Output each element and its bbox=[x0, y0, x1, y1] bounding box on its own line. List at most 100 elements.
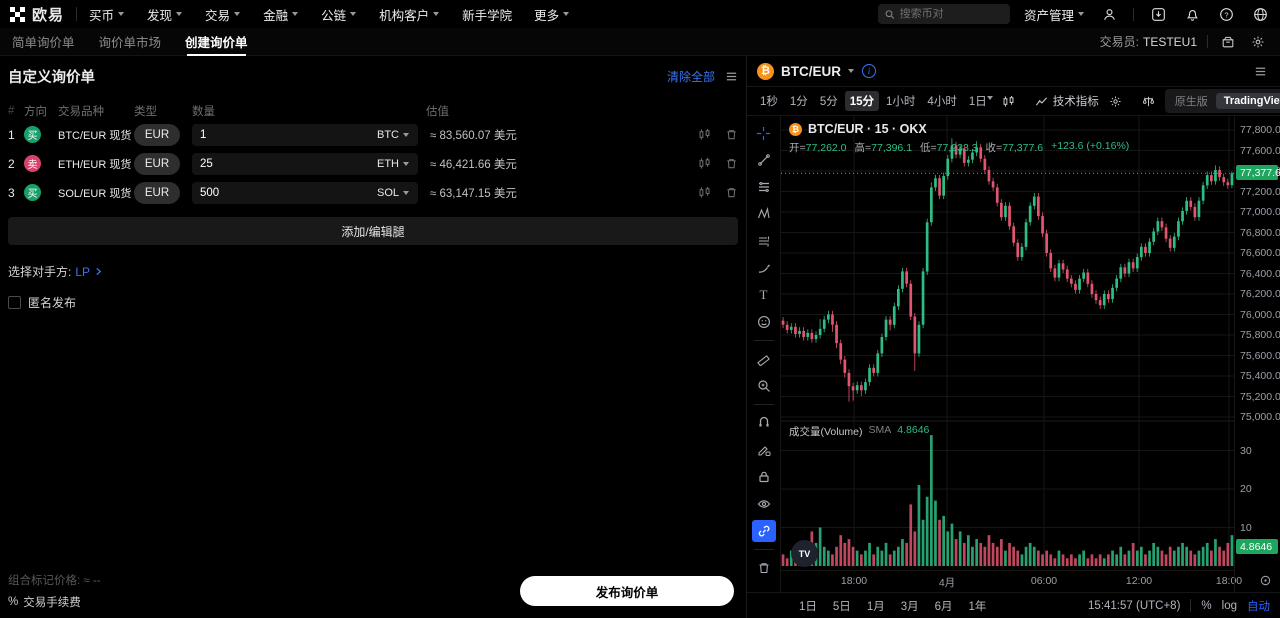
brush-tool-icon[interactable] bbox=[752, 257, 776, 279]
menu-item-3[interactable]: 金融 bbox=[263, 5, 299, 24]
menu-item-1[interactable]: 发现 bbox=[147, 5, 183, 24]
tradingview-mode-button[interactable]: TradingView bbox=[1215, 93, 1280, 109]
search-box[interactable] bbox=[877, 4, 1010, 24]
trendline-tool-icon[interactable] bbox=[752, 149, 776, 171]
candlestick-icon[interactable] bbox=[698, 128, 711, 141]
scroll-to-now-icon[interactable] bbox=[1259, 574, 1272, 590]
fee-label[interactable]: 交易手续费 bbox=[23, 597, 81, 609]
subnav-right: 交易员: TESTEU1 bbox=[1100, 32, 1268, 52]
draw-lock-tool-icon[interactable] bbox=[752, 439, 776, 461]
amount-input[interactable] bbox=[200, 128, 371, 141]
price-tick: 76,200.0 bbox=[1240, 288, 1280, 300]
anonymous-checkbox[interactable] bbox=[8, 296, 21, 309]
menu-item-7[interactable]: 更多 bbox=[534, 5, 570, 24]
text-tool-icon[interactable]: T bbox=[759, 287, 768, 302]
tab-0[interactable]: 简单询价单 bbox=[12, 36, 75, 50]
add-edit-legs-button[interactable]: 添加/编辑腿 bbox=[8, 217, 738, 245]
ruler-tool-icon[interactable] bbox=[752, 348, 776, 370]
candlestick-chart[interactable] bbox=[781, 116, 1234, 570]
range-3[interactable]: 3月 bbox=[900, 600, 919, 613]
user-icon[interactable] bbox=[1099, 4, 1119, 24]
emoji-tool-icon[interactable] bbox=[752, 311, 776, 333]
publish-rfq-button[interactable]: 发布询价单 bbox=[520, 576, 734, 606]
list-icon[interactable] bbox=[725, 70, 738, 83]
timeframe-5分[interactable]: 5分 bbox=[819, 96, 838, 108]
menu-item-0[interactable]: 买币 bbox=[89, 5, 125, 24]
menu-item-6[interactable]: 新手学院 bbox=[462, 8, 513, 23]
symbol-name[interactable]: BTC/EUR bbox=[781, 63, 841, 79]
download-app-icon[interactable] bbox=[1148, 4, 1168, 24]
candle-style-button[interactable] bbox=[1002, 95, 1015, 108]
trash-icon[interactable] bbox=[725, 186, 738, 199]
price-axis[interactable]: 77,800.077,600.077,400.077,200.077,000.0… bbox=[1234, 116, 1280, 592]
timeframe-1分[interactable]: 1分 bbox=[789, 96, 808, 108]
timeframe-1小时[interactable]: 1小时 bbox=[886, 96, 916, 108]
range-5[interactable]: 1年 bbox=[968, 600, 987, 613]
pair-selector[interactable]: SOL/EUR 现货› bbox=[58, 185, 139, 201]
okx-logo[interactable]: 欧易 bbox=[10, 4, 64, 25]
auto-scale-button[interactable]: 自动 bbox=[1247, 600, 1270, 613]
lock-all-tool-icon[interactable] bbox=[752, 466, 776, 488]
amount-input[interactable] bbox=[200, 186, 371, 199]
indicators-button[interactable]: 技术指标 bbox=[1035, 93, 1099, 109]
divider bbox=[1190, 599, 1192, 612]
hide-drawings-eye-icon[interactable] bbox=[752, 493, 776, 515]
chevron-down-icon[interactable] bbox=[848, 69, 855, 73]
time-axis[interactable]: 18:00 4月 06:00 12:00 18:00 bbox=[781, 570, 1271, 592]
range-2[interactable]: 1月 bbox=[866, 600, 885, 613]
wallet-icon[interactable] bbox=[1218, 32, 1238, 52]
native-mode-button[interactable]: 原生版 bbox=[1174, 96, 1208, 108]
candlestick-icon[interactable] bbox=[698, 157, 711, 170]
assets-menu[interactable]: 资产管理 bbox=[1024, 5, 1085, 24]
price-tick: 77,200.0 bbox=[1240, 186, 1280, 198]
menu-item-2[interactable]: 交易 bbox=[205, 5, 241, 24]
unit-selector[interactable]: SOL bbox=[377, 187, 410, 199]
log-scale-button[interactable]: log bbox=[1221, 599, 1237, 612]
type-pill[interactable]: EUR bbox=[134, 152, 180, 175]
counterparty-link[interactable]: LP bbox=[75, 264, 91, 279]
type-pill[interactable]: EUR bbox=[134, 181, 180, 204]
queue-list-icon[interactable] bbox=[1250, 61, 1270, 81]
tab-2[interactable]: 创建询价单 bbox=[185, 28, 248, 56]
unit-selector[interactable]: ETH bbox=[377, 158, 410, 170]
gear-icon[interactable] bbox=[1248, 32, 1268, 52]
timeframe-1日[interactable]: 1日 bbox=[968, 96, 987, 108]
compare-icon[interactable] bbox=[1142, 95, 1155, 108]
menu-item-5[interactable]: 机构客户 bbox=[379, 5, 440, 24]
position-tool-icon[interactable] bbox=[752, 230, 776, 252]
tradingview-logo-icon[interactable]: TV bbox=[791, 540, 818, 567]
bell-icon[interactable] bbox=[1182, 4, 1202, 24]
search-input[interactable] bbox=[899, 8, 1003, 20]
pair-selector[interactable]: ETH/EUR 现货› bbox=[58, 156, 139, 172]
amount-input[interactable] bbox=[200, 157, 371, 170]
magnet-tool-icon[interactable] bbox=[752, 412, 776, 434]
candlestick-icon[interactable] bbox=[698, 186, 711, 199]
info-icon[interactable]: i bbox=[862, 64, 876, 78]
zoom-in-tool-icon[interactable] bbox=[752, 375, 776, 397]
fib-tool-icon[interactable] bbox=[752, 176, 776, 198]
timeframe-4小时[interactable]: 4小时 bbox=[927, 96, 957, 108]
timeframe-15分[interactable]: 15分 bbox=[844, 91, 880, 111]
clear-all-button[interactable]: 清除全部 bbox=[666, 69, 715, 84]
crosshair-tool-icon[interactable] bbox=[752, 122, 776, 144]
trash-icon[interactable] bbox=[725, 128, 738, 141]
range-0[interactable]: 1日 bbox=[799, 600, 817, 613]
range-4[interactable]: 6月 bbox=[934, 600, 953, 613]
search-icon bbox=[885, 9, 895, 19]
range-1[interactable]: 5日 bbox=[832, 600, 851, 613]
timeframe-1秒[interactable]: 1秒 bbox=[760, 96, 778, 108]
pair-selector[interactable]: BTC/EUR 现货› bbox=[58, 127, 139, 143]
globe-icon[interactable] bbox=[1250, 4, 1270, 24]
trash-tool-icon[interactable] bbox=[752, 557, 776, 579]
trash-icon[interactable] bbox=[725, 157, 738, 170]
percent-scale-button[interactable]: % bbox=[1201, 599, 1212, 612]
help-icon[interactable]: ? bbox=[1216, 4, 1236, 24]
sync-link-tool-icon[interactable] bbox=[751, 520, 776, 542]
pattern-tool-icon[interactable] bbox=[752, 203, 776, 225]
tab-1[interactable]: 询价单市场 bbox=[98, 36, 162, 50]
type-pill[interactable]: EUR bbox=[134, 123, 180, 146]
unit-selector[interactable]: BTC bbox=[377, 129, 410, 141]
chart-plot-area[interactable]: ₿ BTC/EUR · 15 · OKX 开=77,262.0 高=77,396… bbox=[781, 116, 1234, 570]
chart-settings-gear-icon[interactable] bbox=[1109, 95, 1122, 108]
menu-item-4[interactable]: 公链 bbox=[321, 5, 357, 24]
